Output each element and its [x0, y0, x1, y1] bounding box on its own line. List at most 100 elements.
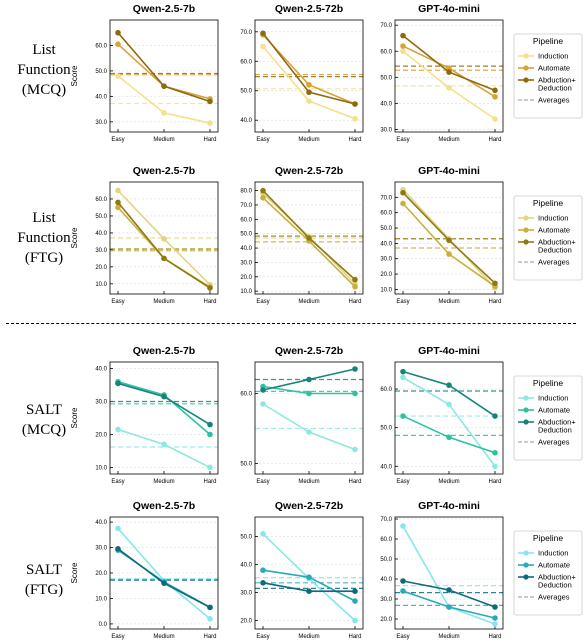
y-tick-label: 50.0 — [240, 462, 252, 468]
y-tick-label: 30.0 — [95, 400, 107, 406]
y-tick-label: 40.0 — [240, 118, 252, 124]
y-tick-label: 20.0 — [380, 617, 392, 623]
data-point — [400, 189, 406, 196]
legend-marker — [523, 215, 529, 221]
data-point — [400, 48, 406, 55]
y-tick-label: 50.0 — [240, 232, 252, 238]
data-point — [260, 187, 266, 194]
data-point — [492, 621, 498, 627]
plot-frame — [109, 516, 219, 630]
x-tick-label: Easy — [256, 479, 269, 485]
data-point — [161, 236, 167, 242]
chart-panel: Qwen-2.5-72b 20.0 30.0 40.0 50.0 Easy Medium Ha… — [240, 500, 364, 640]
y-tick-label: 50.0 — [95, 69, 107, 75]
data-point — [446, 604, 452, 610]
x-tick-label: Hard — [488, 299, 501, 305]
data-point — [115, 525, 121, 532]
chart-panel: Qwen-2.5-72b 50.0 60.0 Easy Medium Hard — [240, 345, 364, 485]
chart-panel: Qwen-2.5-7b 0.0 10.0 20.0 30.0 40.0 Easy Medium… — [70, 500, 219, 640]
data-point — [352, 115, 358, 122]
y-tick-label: 10.0 — [380, 287, 392, 293]
data-point — [352, 617, 358, 624]
row-label-line: (MCQ) — [21, 422, 67, 438]
data-point — [352, 598, 358, 604]
legend-marker — [523, 562, 529, 568]
data-point — [260, 401, 266, 407]
legend-label: Induction — [538, 214, 568, 223]
y-tick-label: 60.0 — [380, 387, 392, 393]
y-axis-label: Score — [70, 227, 79, 248]
x-tick-label: Easy — [396, 299, 409, 305]
data-point — [115, 73, 121, 79]
data-point — [115, 187, 121, 194]
data-point — [306, 98, 312, 104]
y-tick-label: 60.0 — [380, 211, 392, 217]
legend-label: Abduction+ — [538, 573, 576, 582]
y-tick-label: 20.0 — [240, 619, 252, 625]
y-tick-label: 60.0 — [380, 49, 392, 55]
section-divider — [6, 323, 576, 324]
data-point — [306, 588, 312, 594]
data-point — [352, 366, 358, 372]
data-point — [306, 82, 312, 88]
legend-marker — [523, 65, 529, 71]
data-point — [400, 43, 406, 49]
data-point — [492, 463, 498, 470]
series-line — [117, 382, 211, 426]
x-tick-label: Medium — [298, 479, 319, 485]
legend-marker — [523, 407, 529, 413]
chart-title: Qwen-2.5-7b — [133, 3, 195, 15]
x-tick-label: Medium — [153, 634, 174, 640]
series-line — [117, 428, 211, 469]
data-point — [446, 401, 452, 408]
y-tick-label: 60.0 — [95, 43, 107, 49]
chart-panel: Qwen-2.5-7b 10.0 20.0 30.0 40.0 50.0 60.0 Easy M… — [70, 165, 219, 305]
data-point — [492, 94, 498, 100]
y-axis-label: Score — [70, 562, 79, 583]
y-tick-label: 20.0 — [95, 265, 107, 271]
data-point — [161, 83, 167, 89]
data-point — [260, 567, 266, 573]
y-tick-label: 40.0 — [240, 246, 252, 252]
x-tick-label: Hard — [348, 299, 361, 305]
legend-box — [513, 375, 583, 461]
legend-label: Abduction+ — [538, 418, 576, 427]
chart-panel: Qwen-2.5-72b 10.0 20.0 30.0 40.0 50.0 60.0 70.0… — [240, 165, 364, 305]
row-label-line: (FTG) — [24, 582, 64, 598]
data-point — [207, 616, 213, 622]
y-axis-label: Score — [70, 407, 79, 428]
y-tick-label: 50.0 — [380, 75, 392, 81]
x-tick-label: Medium — [438, 634, 459, 640]
chart-title: Qwen-2.5-7b — [133, 165, 195, 177]
x-tick-label: Easy — [256, 137, 269, 143]
x-tick-label: Easy — [256, 299, 269, 305]
row-label-line: List — [32, 42, 56, 58]
data-point — [260, 387, 266, 393]
series-line — [117, 201, 211, 289]
chart-panel: Qwen-2.5-7b 10.0 20.0 30.0 40.0 Easy Medium Har… — [70, 345, 219, 485]
y-tick-label: 30.0 — [380, 127, 392, 133]
y-tick-label: 70.0 — [380, 517, 392, 523]
legend-box — [513, 530, 583, 616]
y-tick-label: 30.0 — [95, 546, 107, 552]
y-tick-label: 30.0 — [380, 597, 392, 603]
chart-title: GPT-4o-mini — [418, 3, 480, 15]
chart-panel: GPT-4o-mini 40.0 50.0 60.0 Easy Medium Hard — [380, 345, 504, 485]
y-tick-label: 40.0 — [380, 241, 392, 247]
data-point — [492, 116, 498, 122]
data-point — [115, 199, 121, 206]
chart-panel: Qwen-2.5-72b 40.0 50.0 60.0 70.0 Easy Medium Ha… — [240, 3, 364, 143]
legend-label: Automate — [538, 561, 570, 570]
y-tick-label: 50.0 — [240, 89, 252, 95]
data-point — [115, 41, 121, 47]
series-line — [117, 32, 211, 103]
legend-label: Induction — [538, 549, 568, 558]
y-tick-label: 40.0 — [95, 520, 107, 526]
y-tick-label: 30.0 — [380, 257, 392, 263]
data-point — [161, 110, 167, 116]
data-point — [352, 276, 358, 283]
legend-marker — [523, 574, 529, 580]
x-tick-label: Medium — [298, 137, 319, 143]
chart-panel: GPT-4o-mini 20.0 30.0 40.0 50.0 60.0 70.0 Easy M… — [380, 500, 504, 640]
data-point — [400, 413, 406, 419]
